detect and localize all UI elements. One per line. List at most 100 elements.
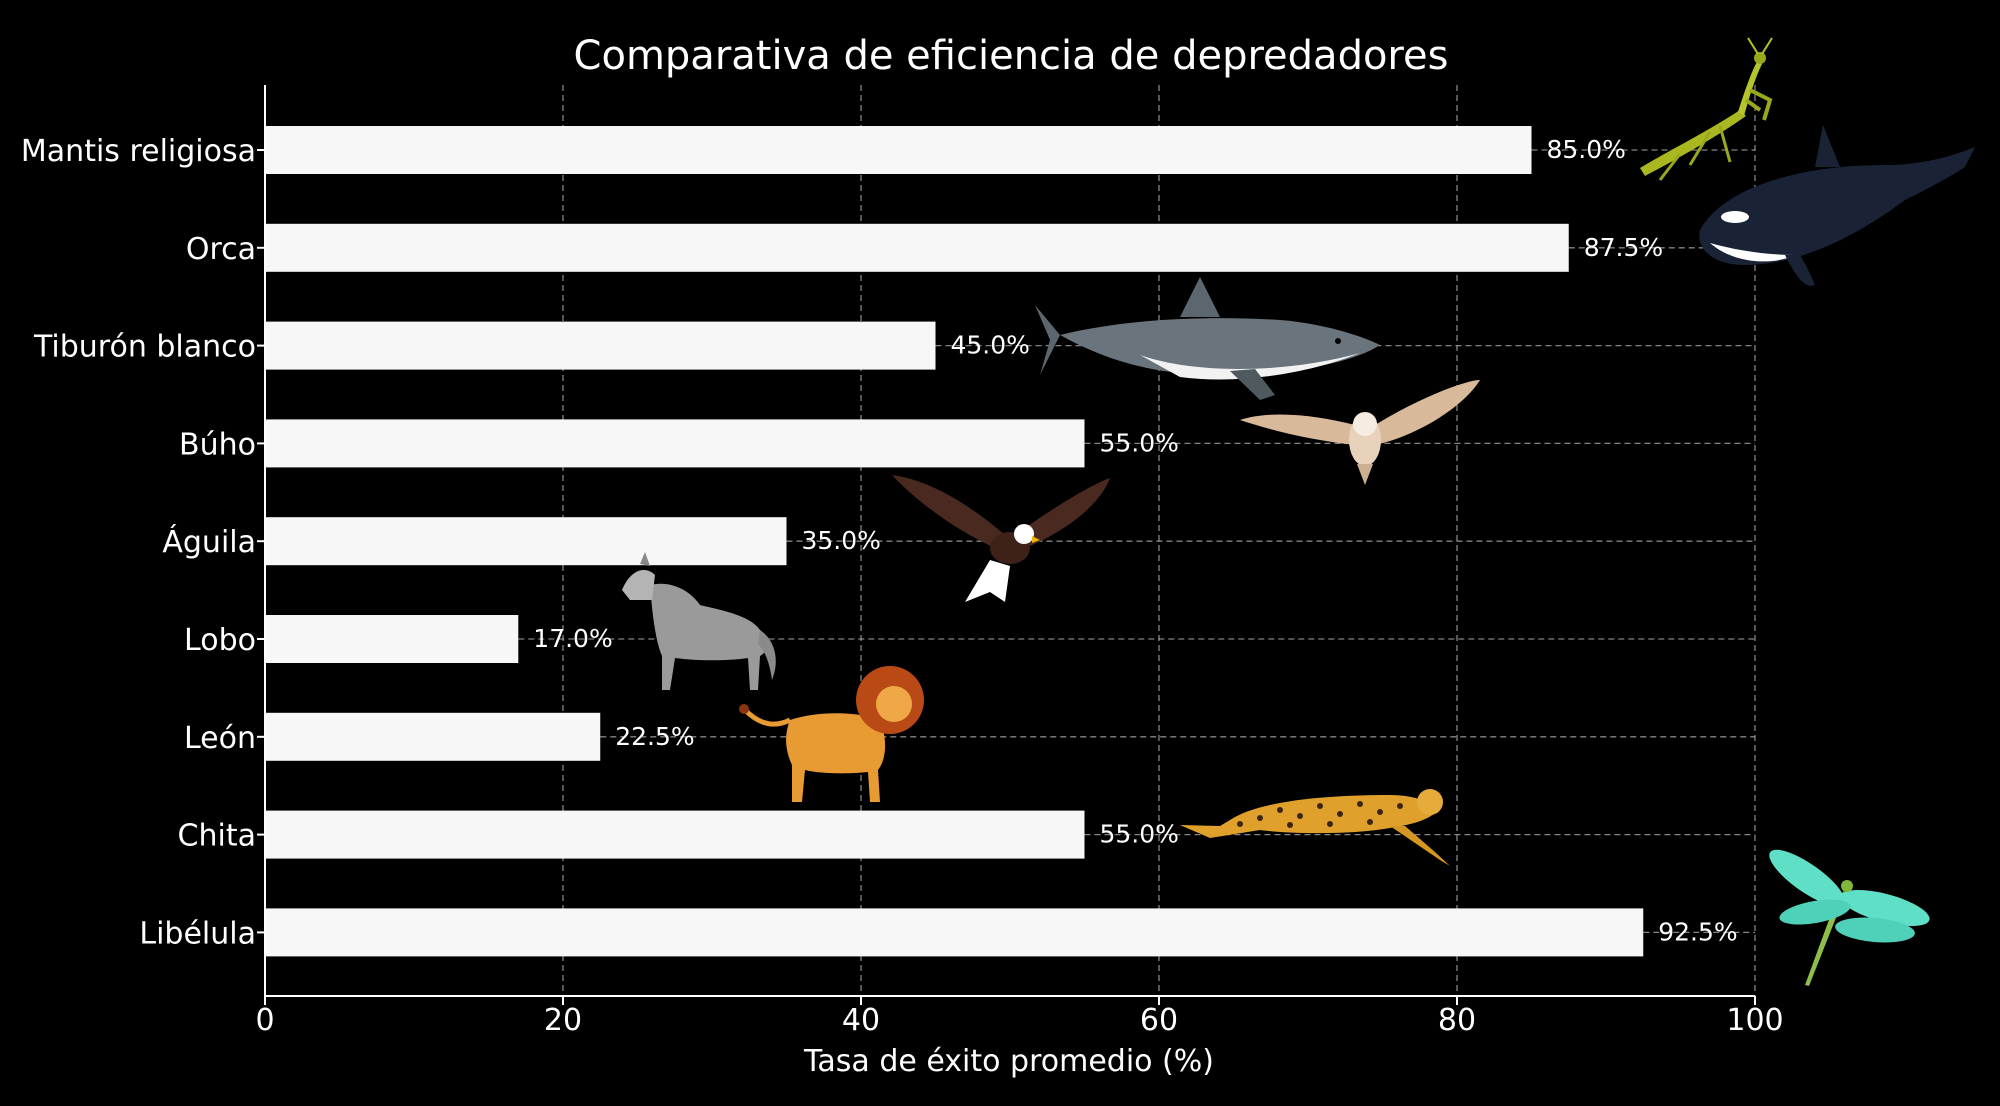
cheetah-body xyxy=(1180,795,1438,838)
cheetah-spot xyxy=(1317,803,1323,809)
x-tick-label: 80 xyxy=(1438,1003,1476,1038)
category-label: Lobo xyxy=(184,623,256,658)
wolf-head xyxy=(622,570,655,600)
category-label: Búho xyxy=(179,427,256,462)
dragonfly-icon xyxy=(1769,849,1930,986)
bar xyxy=(265,615,519,663)
shark-belly xyxy=(1140,353,1360,380)
eagle-right-wing xyxy=(1015,478,1110,548)
lion-face xyxy=(876,686,912,722)
cheetah-spot xyxy=(1367,819,1373,825)
x-tick-label: 40 xyxy=(842,1003,880,1038)
lion-tail xyxy=(743,708,792,727)
value-label: 45.0% xyxy=(951,331,1030,360)
cheetah-front-leg xyxy=(1390,826,1450,866)
mantis-antennae xyxy=(1747,37,1773,55)
wolf-tail xyxy=(758,630,776,680)
owl-icon xyxy=(1240,380,1480,485)
category-label: Mantis religiosa xyxy=(21,134,256,169)
shark-tail xyxy=(1035,305,1060,375)
value-label: 92.5% xyxy=(1658,917,1737,946)
mantis-head xyxy=(1754,52,1766,64)
owl-tail xyxy=(1357,464,1373,485)
cheetah-icon xyxy=(1180,789,1450,866)
orca-body xyxy=(1699,147,1975,265)
category-label: Libélula xyxy=(139,916,256,951)
eagle-beak xyxy=(1032,536,1040,543)
value-label: 35.0% xyxy=(802,526,881,555)
x-tick-label: 100 xyxy=(1726,1003,1783,1038)
bars: Mantis religiosa 85.0% Orca 87.5% Tiburón bl… xyxy=(21,126,1738,957)
orca-icon xyxy=(1699,125,1975,286)
wolf-icon xyxy=(622,552,776,690)
x-tick-label: 0 xyxy=(255,1003,274,1038)
cheetah-spot xyxy=(1397,803,1403,809)
cheetah-spot xyxy=(1257,815,1263,821)
category-label: Chita xyxy=(178,819,256,854)
bar xyxy=(265,517,787,566)
cheetah-spot xyxy=(1277,807,1283,813)
category-label: Águila xyxy=(162,524,256,560)
chart-title: Comparativa de eficiencia de depredadore… xyxy=(574,33,1449,79)
orca-belly xyxy=(1710,243,1795,262)
lion-tail-tuft xyxy=(739,704,749,714)
cheetah-spot xyxy=(1357,801,1363,807)
cheetah-spot xyxy=(1327,821,1333,827)
cheetah-spot xyxy=(1377,809,1383,815)
value-label: 55.0% xyxy=(1100,428,1179,457)
cheetah-spot xyxy=(1337,811,1343,817)
shark-pectoral-fin xyxy=(1230,369,1275,400)
value-label: 85.0% xyxy=(1547,135,1626,164)
mantis-forelegs xyxy=(1744,88,1773,121)
dragonfly-head xyxy=(1841,880,1853,892)
dragonfly-wing-upper-left xyxy=(1769,849,1845,907)
owl-left-wing xyxy=(1240,414,1355,445)
bar xyxy=(265,712,601,761)
bar xyxy=(265,419,1085,468)
shark-dorsal-fin xyxy=(1180,277,1220,317)
owl-right-wing xyxy=(1375,380,1480,445)
x-axis-label: Tasa de éxito promedio (%) xyxy=(803,1044,1214,1079)
category-label: León xyxy=(184,721,256,756)
praying-mantis-icon xyxy=(1640,37,1773,181)
category-label: Orca xyxy=(186,232,256,267)
dragonfly-wing-lower-left xyxy=(1779,899,1851,925)
animal-icons xyxy=(622,37,1975,986)
orca-pectoral-fin xyxy=(1785,255,1815,286)
eagle-tail xyxy=(965,560,1010,602)
cheetah-head xyxy=(1417,789,1443,815)
eagle-head xyxy=(1014,524,1034,544)
dragonfly-wing-lower-right xyxy=(1835,917,1915,943)
value-label: 87.5% xyxy=(1584,233,1663,262)
orca-eye-patch xyxy=(1721,211,1749,223)
eagle-left-wing xyxy=(892,475,1005,548)
x-tick-label: 60 xyxy=(1140,1003,1178,1038)
value-label: 55.0% xyxy=(1100,820,1179,849)
great-white-shark-icon xyxy=(1035,277,1380,400)
shark-eye xyxy=(1335,338,1341,344)
bar xyxy=(265,126,1532,174)
x-tick-label: 20 xyxy=(544,1003,582,1038)
orca-dorsal-fin xyxy=(1815,125,1840,167)
value-label: 22.5% xyxy=(615,722,694,751)
cheetah-spot xyxy=(1287,822,1293,828)
bar xyxy=(265,908,1644,957)
value-label: 17.0% xyxy=(533,624,612,653)
bar xyxy=(265,810,1085,859)
category-label: Tiburón blanco xyxy=(33,330,256,365)
bar xyxy=(265,321,936,370)
shark-body xyxy=(1060,318,1380,375)
bar xyxy=(265,223,1569,272)
dragonfly-wing-upper-right xyxy=(1840,889,1930,927)
owl-face xyxy=(1353,412,1377,436)
wolf-body xyxy=(650,583,767,690)
mantis-legs xyxy=(1658,125,1732,181)
lion-icon xyxy=(739,666,924,802)
cheetah-spot xyxy=(1237,821,1243,827)
wolf-ear xyxy=(640,552,650,566)
mantis-thorax xyxy=(1738,60,1762,116)
eagle-icon xyxy=(892,475,1110,602)
axes: 0 20 40 60 80 100 xyxy=(255,85,1784,1038)
cheetah-spot xyxy=(1297,813,1303,819)
